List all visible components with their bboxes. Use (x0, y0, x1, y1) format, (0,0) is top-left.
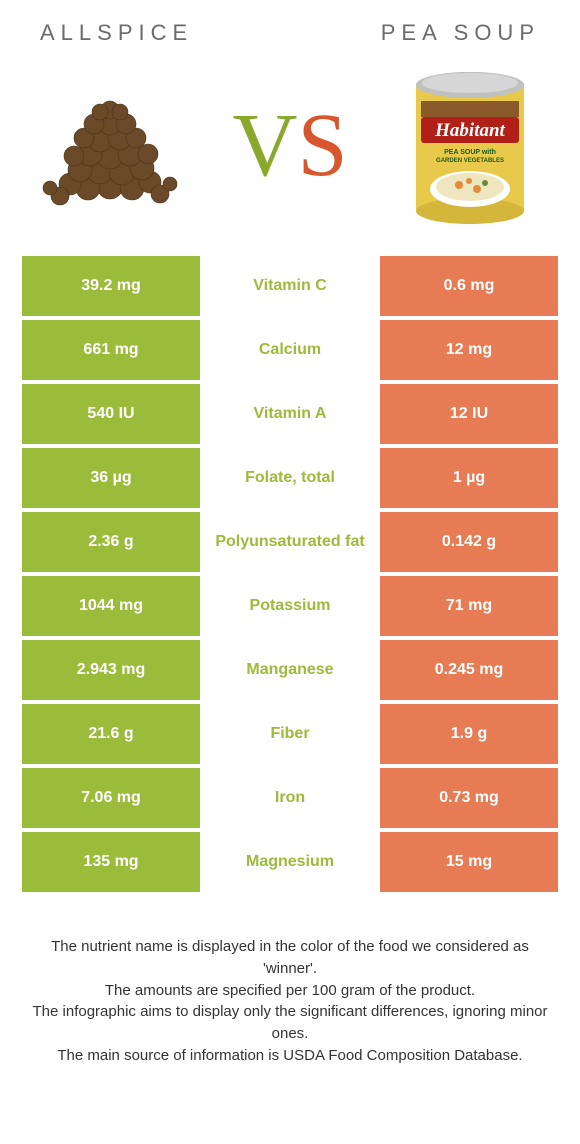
nutrient-name: Manganese (200, 640, 380, 700)
right-value: 0.73 mg (380, 768, 558, 828)
images-row: VS Habitant PEA SOUP with GARDEN VEGETAB… (0, 56, 580, 256)
left-value: 21.6 g (22, 704, 200, 764)
left-value: 1044 mg (22, 576, 200, 636)
left-value: 135 mg (22, 832, 200, 892)
can-brand-text: Habitant (434, 120, 505, 141)
comparison-table: 39.2 mgVitamin C0.6 mg661 mgCalcium12 mg… (0, 256, 580, 892)
footer-line-3: The infographic aims to display only the… (30, 1001, 550, 1045)
right-value: 1 µg (380, 448, 558, 508)
left-value: 661 mg (22, 320, 200, 380)
can-sub-text-2: GARDEN VEGETABLES (436, 158, 504, 164)
right-value: 15 mg (380, 832, 558, 892)
allspice-icon (30, 66, 190, 226)
nutrient-name: Iron (200, 768, 380, 828)
table-row: 39.2 mgVitamin C0.6 mg (22, 256, 558, 316)
vs-v: V (232, 101, 297, 191)
left-value: 2.943 mg (22, 640, 200, 700)
vs-s: S (297, 101, 347, 191)
nutrient-name: Calcium (200, 320, 380, 380)
vs-label: VS (232, 101, 347, 191)
title-left: Allspice (40, 20, 193, 46)
left-value: 540 IU (22, 384, 200, 444)
table-row: 540 IUVitamin A12 IU (22, 384, 558, 444)
left-value: 36 µg (22, 448, 200, 508)
footer-line-4: The main source of information is USDA F… (30, 1045, 550, 1067)
nutrient-name: Vitamin C (200, 256, 380, 316)
left-value: 2.36 g (22, 512, 200, 572)
nutrient-name: Fiber (200, 704, 380, 764)
nutrient-name: Polyunsaturated fat (200, 512, 380, 572)
table-row: 2.36 gPolyunsaturated fat0.142 g (22, 512, 558, 572)
left-value: 7.06 mg (22, 768, 200, 828)
right-value: 1.9 g (380, 704, 558, 764)
nutrient-name: Vitamin A (200, 384, 380, 444)
table-row: 36 µgFolate, total1 µg (22, 448, 558, 508)
footer-line-1: The nutrient name is displayed in the co… (30, 936, 550, 980)
infographic-root: Allspice Pea soup (0, 0, 580, 1087)
nutrient-name: Folate, total (200, 448, 380, 508)
left-value: 39.2 mg (22, 256, 200, 316)
title-right: Pea soup (381, 20, 540, 46)
can-sub-text-1: PEA SOUP with (444, 149, 496, 156)
right-value: 0.142 g (380, 512, 558, 572)
table-row: 2.943 mgManganese0.245 mg (22, 640, 558, 700)
table-row: 135 mgMagnesium15 mg (22, 832, 558, 892)
right-value: 0.245 mg (380, 640, 558, 700)
right-value: 0.6 mg (380, 256, 558, 316)
table-row: 7.06 mgIron0.73 mg (22, 768, 558, 828)
table-row: 661 mgCalcium12 mg (22, 320, 558, 380)
header: Allspice Pea soup (0, 0, 580, 56)
right-value: 71 mg (380, 576, 558, 636)
table-row: 1044 mgPotassium71 mg (22, 576, 558, 636)
right-value: 12 IU (380, 384, 558, 444)
nutrient-name: Potassium (200, 576, 380, 636)
pea-soup-can-icon: Habitant PEA SOUP with GARDEN VEGETABLES (390, 66, 550, 226)
right-value: 12 mg (380, 320, 558, 380)
table-row: 21.6 gFiber1.9 g (22, 704, 558, 764)
footer-notes: The nutrient name is displayed in the co… (0, 896, 580, 1087)
footer-line-2: The amounts are specified per 100 gram o… (30, 980, 550, 1002)
nutrient-name: Magnesium (200, 832, 380, 892)
